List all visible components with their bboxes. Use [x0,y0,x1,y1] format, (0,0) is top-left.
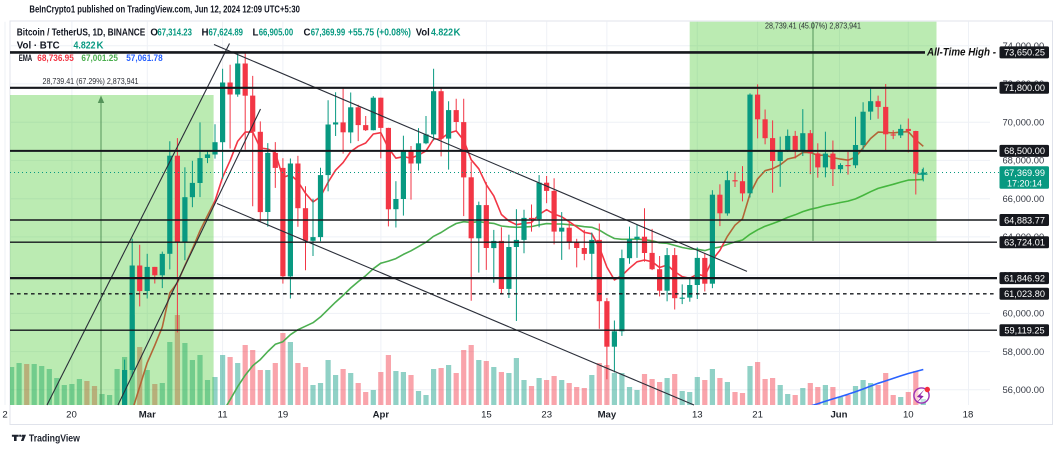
svg-text:15: 15 [481,410,492,421]
svg-text:67,001.25: 67,001.25 [81,53,118,63]
svg-text:10: 10 [903,410,914,421]
svg-text:74,000.00: 74,000.00 [1002,40,1044,51]
svg-text:61,846.92: 61,846.92 [1004,273,1045,283]
svg-text:71,800.00: 71,800.00 [1004,83,1045,93]
svg-text:19: 19 [278,410,289,421]
svg-text:O: O [150,27,158,38]
svg-text:4.822: 4.822 [431,27,453,38]
svg-text:60,000.00: 60,000.00 [1002,308,1044,319]
svg-text:20: 20 [66,410,77,421]
svg-text:67,369.99: 67,369.99 [1004,168,1045,178]
svg-text:Jun: Jun [830,410,847,421]
svg-text:Vol · BTC: Vol · BTC [17,40,60,51]
svg-text:L: L [253,27,259,38]
svg-text:4.822: 4.822 [74,40,96,51]
svg-text:17:20:14: 17:20:14 [1007,178,1042,188]
svg-text:58,000.00: 58,000.00 [1002,346,1044,357]
svg-text:67,624.89: 67,624.89 [209,27,244,38]
svg-text:68,000.00: 68,000.00 [1002,155,1044,166]
svg-text:EMA: EMA [19,53,33,63]
svg-text:Apr: Apr [373,410,390,421]
svg-text:11: 11 [218,410,228,421]
svg-text:70,000.00: 70,000.00 [1002,117,1044,128]
svg-text:56,000.00: 56,000.00 [1002,384,1044,395]
svg-text:TradingView: TradingView [29,433,80,444]
svg-text:All-Time High -: All-Time High - [926,47,996,59]
svg-text:28,739.41 (45.07%) 2,873,941: 28,739.41 (45.07%) 2,873,941 [765,22,861,31]
svg-text:73,650.25: 73,650.25 [1004,48,1045,58]
svg-text:61,023.80: 61,023.80 [1004,289,1045,299]
svg-text:57,061.78: 57,061.78 [126,53,163,63]
svg-text:64,883.77: 64,883.77 [1004,215,1045,225]
svg-text:H: H [202,27,209,38]
svg-text:Vol: Vol [416,27,430,38]
svg-text:May: May [598,410,617,421]
svg-text:67,369.99: 67,369.99 [311,27,346,38]
svg-text:BeInCrypto1 published on Tradi: BeInCrypto1 published on TradingView.com… [29,5,300,16]
svg-text:C: C [304,27,311,38]
svg-text:66,000.00: 66,000.00 [1002,193,1044,204]
svg-text:Bitcoin / TetherUS, 1D, BINANC: Bitcoin / TetherUS, 1D, BINANCE [17,27,146,38]
svg-text:2: 2 [2,410,7,421]
svg-text:K: K [97,40,104,51]
svg-text:68,500.00: 68,500.00 [1004,146,1045,156]
svg-text:68,736.95: 68,736.95 [37,53,74,63]
svg-text:+55.75 (+0.08%): +55.75 (+0.08%) [348,27,411,38]
svg-text:23: 23 [541,410,552,421]
svg-text:Mar: Mar [139,410,156,421]
svg-text:K: K [454,27,461,38]
svg-text:59,119.25: 59,119.25 [1004,326,1044,336]
svg-text:18: 18 [963,410,974,421]
svg-text:13: 13 [692,410,703,421]
svg-text:28,739.41 (67.29%) 2,873,941: 28,739.41 (67.29%) 2,873,941 [43,77,139,86]
svg-text:67,314.23: 67,314.23 [157,27,192,38]
svg-text:21: 21 [752,410,763,421]
svg-text:66,905.00: 66,905.00 [259,27,294,38]
svg-text:63,724.01: 63,724.01 [1004,238,1045,248]
